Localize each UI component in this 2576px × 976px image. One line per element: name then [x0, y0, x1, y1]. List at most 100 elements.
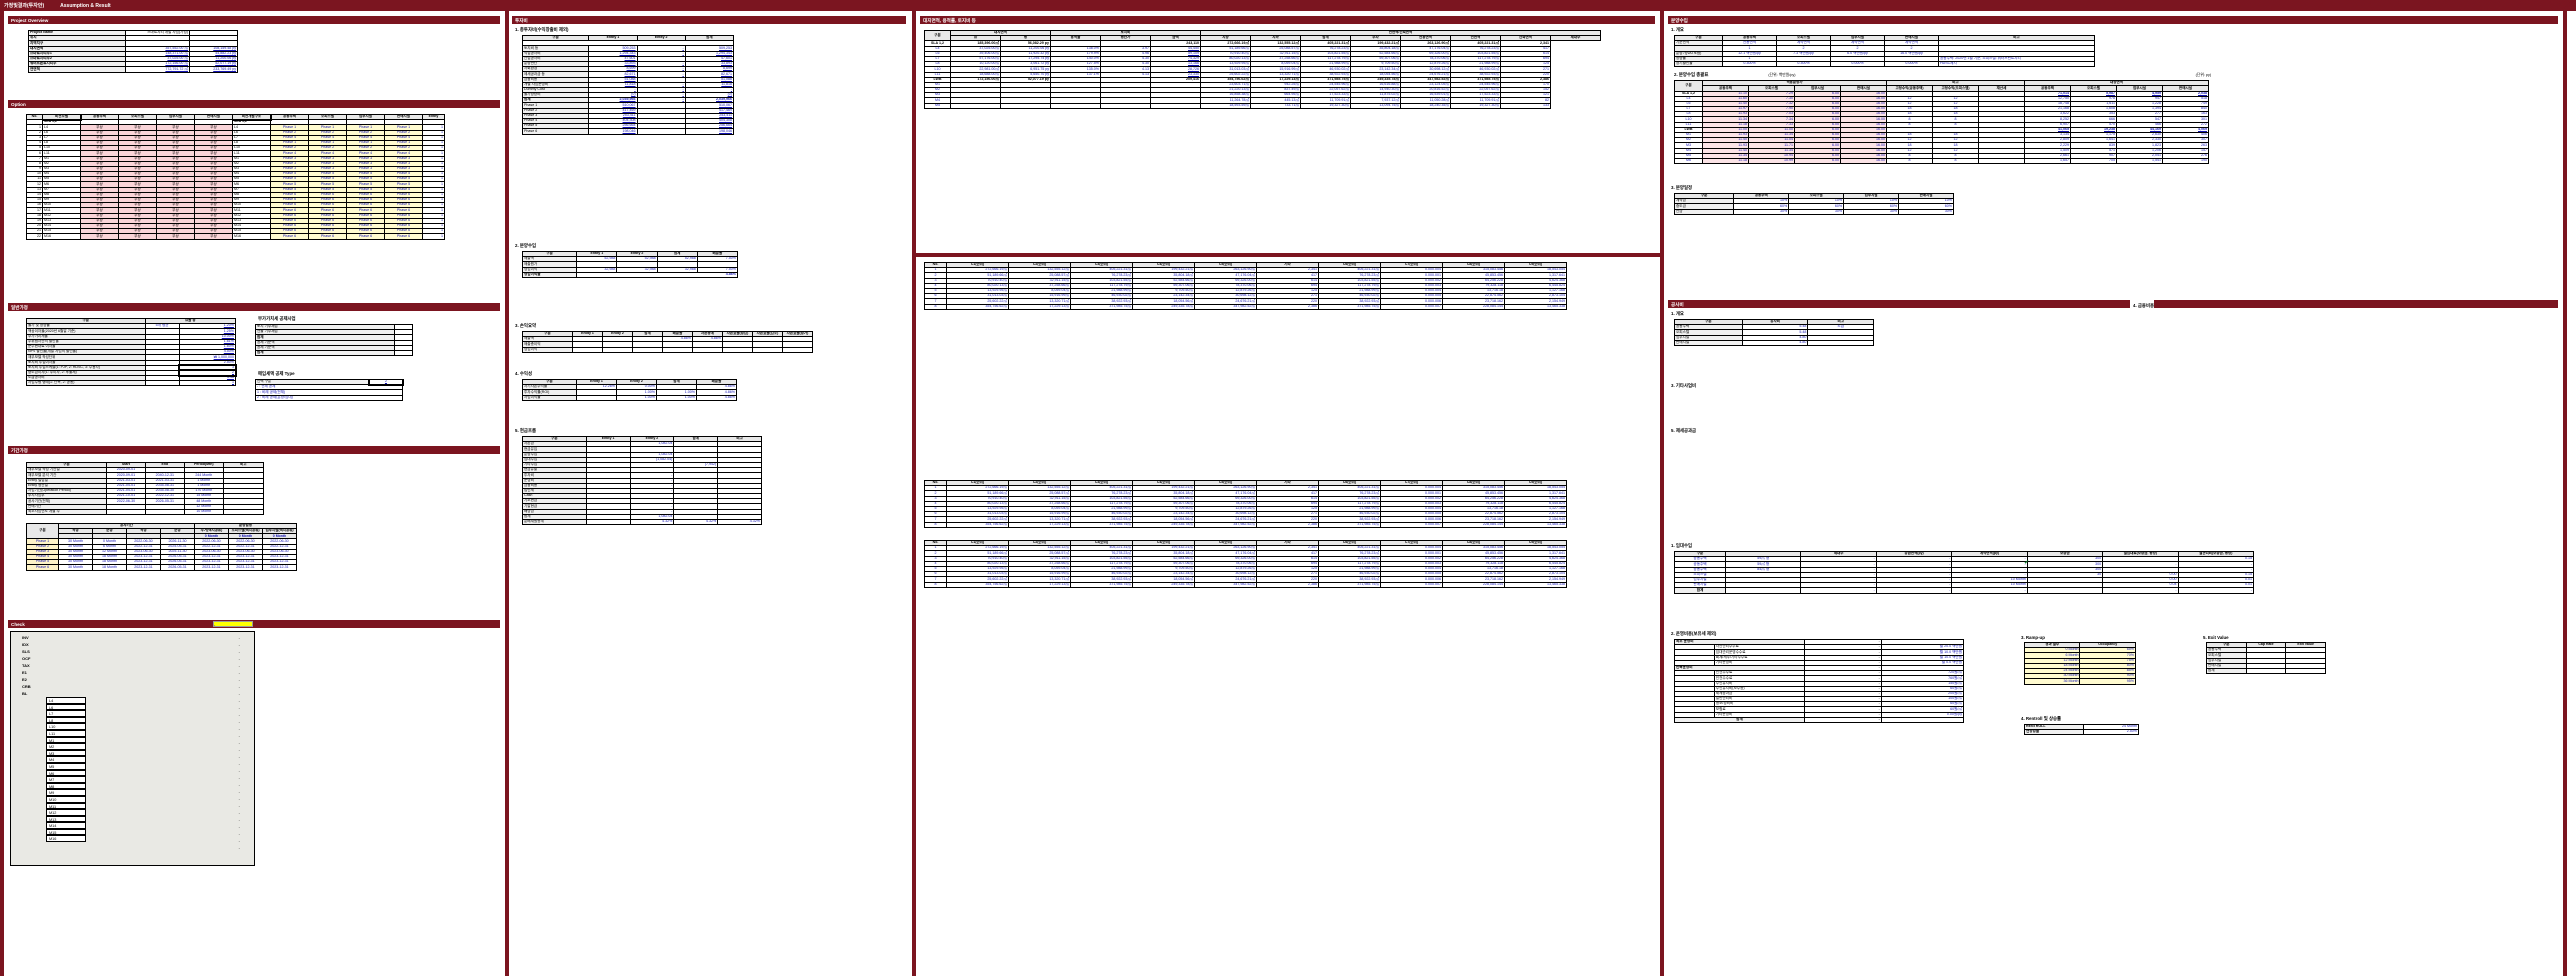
cfd1-cell: 371,985.75㎡: [1318, 303, 1381, 310]
period-assumption-header: 기간가정: [8, 446, 500, 454]
check-block-item[interactable]: M2: [46, 743, 86, 750]
check-block-item[interactable]: L11: [46, 729, 86, 737]
irr-title: 4. 수익성: [515, 371, 532, 376]
check-value-item: -: [238, 768, 240, 773]
check-block-item[interactable]: L8: [46, 716, 86, 724]
sales-summary-table: 구분 Entity 1 Entity 2 합계 배분율 매출액 52,988 52,988 5…: [521, 250, 739, 278]
rentroll-table: RENTROLL 24 Month 연상승률 2.50%: [2023, 723, 2139, 736]
rv-cell: 0.000%: [1884, 60, 1939, 68]
cfd3-row: 8 354,756.62㎡ 17,229.13㎡ 371,985.75㎡ 249,335…: [924, 581, 1567, 588]
check-block-item[interactable]: M13: [46, 815, 86, 823]
cfd2-cell: 13,465.338: [1504, 521, 1567, 528]
purchase-type-table[interactable]: 선택 구분 2- : 전체 공제 1 : 비례 공제(전체) 2 : 비례 공제(분양…: [255, 378, 404, 401]
check-block-item[interactable]: M7: [46, 776, 86, 783]
la-cell: [1100, 102, 1151, 109]
investment-subtitle: 1. 총투자비(수익창출비 제외): [515, 27, 569, 32]
rv2-col-group: 구분: [1674, 80, 1703, 92]
sch-cell: 2023-12-31: [228, 564, 263, 571]
rv2-cell: [1978, 157, 2025, 165]
general-assumption-table[interactable]: 구분 요율 등 물가 및 상승률 5개 평균 1.20% 액상이자율(2020년 6월말…: [26, 317, 237, 387]
misc-right-block-2: 4. 금융비용: [2130, 300, 2155, 311]
sales-summary-block: 2. 분양수입 구분 Entity 1 Entity 2 합계 배분율 매출액 52,98…: [512, 240, 739, 278]
rt-cell: [1725, 587, 1802, 594]
check-block-item[interactable]: M4: [46, 756, 86, 763]
cashflow-table: 구분 Entity 1 Entity 2 합계 비고 자본금 1,082.04 현금유입 분…: [522, 435, 762, 526]
period-assumption-table[interactable]: 구분 Start End Period(Mth) 비고 재무모델 작성 기산일 2020-…: [26, 461, 265, 515]
option-table[interactable]: No. 비전모델 공동주택 오피스텔 업무시설 판매시설 비전개발구조 공동주택 오피스텔 업무시…: [26, 113, 445, 240]
check-value-item: -: [238, 824, 240, 829]
sch-cell: Phase 6: [26, 564, 59, 571]
rc-total-unit: [1880, 716, 1965, 724]
check-block-item[interactable]: M16: [46, 835, 86, 843]
project-overview-row: 스마트시티주1 148,371.00 ㎡ 44,882.23 py: [28, 50, 238, 57]
option-cell: Phase 6: [270, 233, 309, 240]
irr-cell: [576, 394, 617, 401]
option-cell: Phase 6: [384, 233, 423, 240]
check-block-item[interactable]: M11: [46, 802, 86, 810]
ga-note: [144, 380, 180, 387]
rt-cell: -: [1800, 587, 1877, 594]
option-row: 10 M4 무상 무상 무상 무상 M4 Phase 5 Phase 5 Phase 5 Phase…: [26, 171, 445, 178]
sales-plan-title: 3. 분양일정: [1671, 185, 1693, 190]
rv2-cell: 190: [2162, 157, 2209, 165]
check-value-column: - - - - - - - - - - - - - - - - - - - - - - - - - - - - - - -: [230, 634, 240, 851]
sales-margin-row: 영업이익률 4.86%: [521, 271, 738, 278]
ru-cell: 36 Month: [2023, 678, 2081, 685]
check-block-item[interactable]: M8: [46, 782, 86, 790]
check-section: Check -: [8, 620, 500, 628]
cfd2-row: 5 13,929.95㎡ 8,059.04㎡ 21,988.99㎡ 9,709.50㎡ 1…: [924, 505, 1567, 513]
purchase-type-option-label[interactable]: 2 : 비례 공제(분양/임대): [255, 394, 403, 401]
check-block-item[interactable]: M10: [46, 795, 86, 803]
ps-cell: [782, 346, 813, 353]
irr-cell: 4.86%: [696, 394, 737, 401]
ru-cell: 95%: [2079, 678, 2136, 685]
ps-cell: [752, 346, 783, 353]
la-sub-12: 세대수: [1550, 35, 1601, 42]
check-block-item[interactable]: L10: [46, 723, 86, 730]
cf-cell: 분배재원총계: [522, 518, 587, 526]
check-block-list[interactable]: L4 L6 L7 L8 L10 L11 M1 M2 M3 M4 M5 M6 M7 M8 M9 M10 M11 M1…: [46, 697, 86, 843]
check-block-item[interactable]: M12: [46, 809, 86, 816]
vat-row: 합계: [254, 349, 413, 357]
irr-cell: 1.00%: [656, 394, 697, 401]
check-block-item[interactable]: M6: [46, 769, 86, 777]
investment-row: Dummy Cost - - -: [521, 86, 735, 94]
exit-block: 5. Exit Value 구분 Cap Rate Exit Value 공동주택 오…: [2200, 632, 2326, 675]
cashflow-block: 5. 현금흐름 구분 Entity 1 Entity 2 합계 비고 자본금 1,082.…: [512, 425, 762, 526]
rv2-cell: M6: [1674, 157, 1703, 165]
rv2-cell: 1,541: [2116, 157, 2163, 165]
sch-cell: 30 Month: [58, 564, 93, 571]
check-value-item: -: [238, 782, 240, 787]
panel-separator-2: [912, 11, 916, 976]
cashflow-detail-table-3: No. C1(단위) C2(단위) C3(단위) C4(단위) C5(단위) 기타 C6(단위…: [924, 539, 1567, 588]
check-block-item[interactable]: M9: [46, 789, 86, 796]
check-block-item[interactable]: L4: [46, 697, 86, 704]
misc-title-2: 4. 금융비용: [2133, 303, 2155, 308]
cfd2-cell: 249,335.78㎡: [1132, 521, 1195, 528]
cashflow-detail-3: No. C1(단위) C2(단위) C3(단위) C4(단위) C5(단위) 기타 C6(단위…: [920, 539, 1655, 588]
check-block-item[interactable]: M1: [46, 736, 86, 744]
option-row: 15 M9 무상 무상 무상 무상 M9 Phase 6 Phase 6 Phase 6 Phase…: [26, 196, 445, 204]
inv-value: [636, 128, 686, 135]
check-block-item[interactable]: M3: [46, 749, 86, 757]
rampup-title: 3. Ramp-up: [2021, 635, 2045, 640]
schedule-table[interactable]: 구분 공사기간 분양일정 착공 준공 착공 준공 주거(택지공유) 오피스텔(택지공유) 업무시설…: [26, 522, 297, 571]
check-block-item[interactable]: L7: [46, 710, 86, 717]
check-block-item[interactable]: M15: [46, 828, 86, 836]
cfd2-row: 4 80,020.13㎡ 37,258.66㎡ 117,278.79㎡ 59,307.0…: [924, 500, 1567, 507]
check-block-item[interactable]: L6: [46, 703, 86, 711]
ex-cell: [2245, 667, 2287, 675]
cost-detail-header: 공사비: [1668, 300, 2558, 308]
check-code-item: INV: [22, 635, 29, 640]
check-value-item: -: [238, 670, 240, 675]
rr-value: 2.50%: [2083, 729, 2139, 736]
check-block-item[interactable]: M5: [46, 762, 86, 770]
option-cell: M16: [232, 233, 271, 240]
check-block-item[interactable]: M14: [46, 822, 86, 829]
cfd1-cell: 249,335.78㎡: [1132, 303, 1195, 310]
rt-cell: -: [2177, 587, 2255, 594]
sch-cell: 2026-05-31: [160, 564, 195, 571]
pa-cell: [222, 508, 265, 515]
ss-margin-label: 영업이익률: [521, 271, 578, 278]
general-assumption-header: 일반가정: [8, 303, 500, 311]
